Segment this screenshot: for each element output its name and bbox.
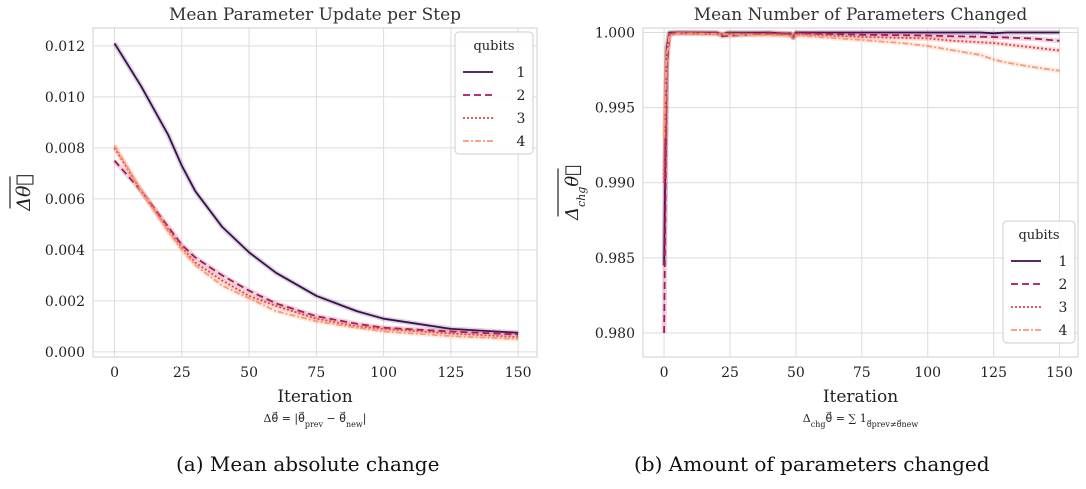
y-tick-label: 0.004: [45, 243, 85, 259]
legend-label-4: 4: [517, 134, 526, 150]
x-tick-label: 125: [438, 365, 465, 381]
y-tick-label: 0.990: [595, 176, 635, 192]
x-tick-label: 0: [660, 365, 669, 381]
y-tick-label: 0.985: [595, 251, 635, 267]
x-tick-label: 50: [240, 365, 258, 381]
formula-note: Δθ⃗ = |θ⃗prev − θ⃗new|: [264, 411, 367, 429]
legend-box: [1002, 220, 1076, 344]
series-line-4: [663, 32, 1060, 138]
legend-label-2: 2: [517, 88, 526, 104]
panel-b: 0.980 0.985 0.990 0.995 1.000 0 25 50 75 100 125 15…: [557, 5, 1079, 429]
legend-label-4: 4: [1059, 323, 1068, 339]
y-axis-label-group: Δchgθ⃗: [557, 165, 588, 221]
y-tick-label: 0.995: [595, 101, 635, 117]
caption-b: (b) Amount of parameters changed: [634, 452, 990, 476]
y-tick-label: 0.002: [45, 294, 85, 310]
x-tick-label: 150: [1046, 365, 1073, 381]
y-tick-label: 0.008: [45, 141, 85, 157]
legend-label-3: 3: [1059, 300, 1068, 316]
panel-a: 0.000 0.002 0.004 0.006 0.008 0.010 0.012 0 25 50…: [9, 5, 538, 429]
y-tick-label: 1.000: [595, 26, 635, 42]
legend-label-2: 2: [1059, 277, 1068, 293]
series-line-2: [113, 160, 519, 336]
x-tick-label: 125: [980, 365, 1007, 381]
y-tick-label: 0.000: [45, 345, 85, 361]
y-tick-label: 0.006: [45, 192, 85, 208]
series-line-1: [113, 42, 519, 334]
x-tick-label: 25: [721, 365, 739, 381]
chart-title: Mean Number of Parameters Changed: [694, 5, 1028, 25]
x-tick-label: 150: [505, 365, 532, 381]
y-axis-label-group: Δθ⃗: [9, 174, 35, 212]
y-tick-label: 0.010: [45, 90, 85, 106]
series-line-3: [663, 32, 1060, 183]
chart-title: Mean Parameter Update per Step: [169, 5, 461, 25]
y-tick-label: 0.012: [45, 39, 85, 55]
x-axis-label: Iteration: [277, 387, 352, 407]
x-tick-label: 0: [110, 365, 119, 381]
x-tick-label: 75: [853, 365, 871, 381]
legend-label-1: 1: [1059, 254, 1068, 270]
series-line-3: [113, 147, 519, 338]
x-tick-label: 100: [370, 365, 397, 381]
legend-label-3: 3: [517, 111, 526, 127]
legend-label-1: 1: [517, 65, 526, 81]
caption-a: (a) Mean absolute change: [176, 452, 440, 476]
y-axis-label: Δchgθ⃗: [562, 165, 588, 221]
x-tick-label: 50: [787, 365, 805, 381]
x-tick-label: 25: [173, 365, 191, 381]
y-axis-label: Δθ⃗: [13, 174, 35, 212]
formula-note: Δchgθ⃗ = ∑ 1θ⃗prev≠θ⃗new: [803, 411, 919, 429]
series-line-4: [113, 144, 519, 340]
legend-box: [454, 31, 534, 155]
y-tick-label: 0.980: [595, 326, 635, 342]
x-tick-label: 100: [914, 365, 941, 381]
legend-title: qubits: [473, 39, 514, 54]
x-axis-label: Iteration: [823, 387, 898, 407]
legend-title: qubits: [1018, 228, 1059, 243]
x-tick-label: 75: [307, 365, 325, 381]
